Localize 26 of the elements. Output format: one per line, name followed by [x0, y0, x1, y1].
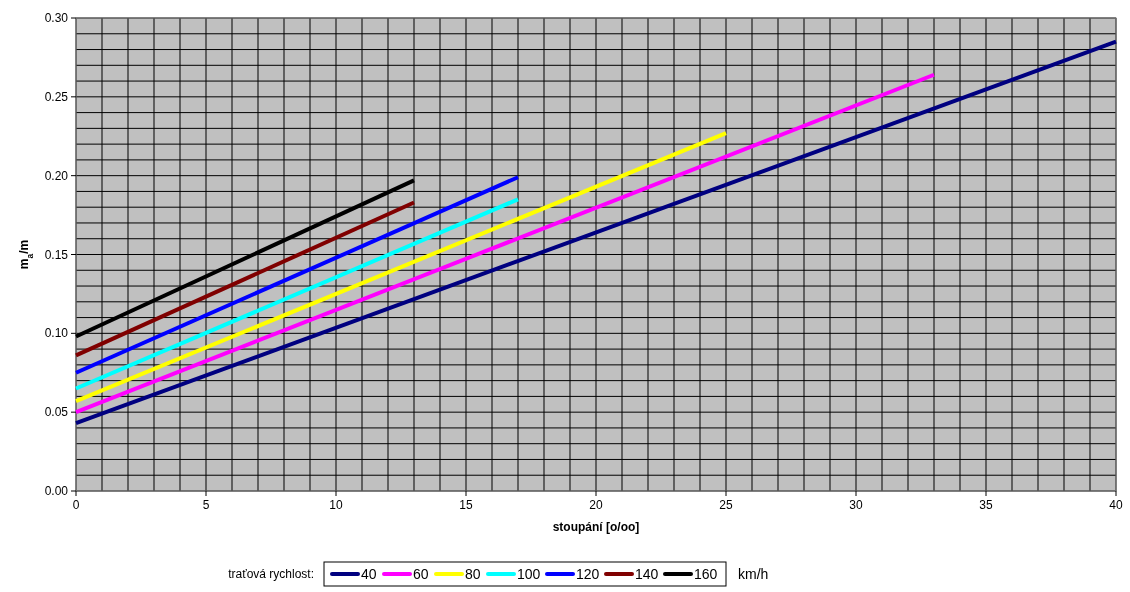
x-tick-label: 30 [849, 498, 863, 512]
legend-label: 160 [694, 566, 718, 582]
x-tick-label: 20 [589, 498, 603, 512]
y-tick-label: 0.25 [44, 89, 69, 104]
legend-label: 40 [361, 566, 377, 582]
y-tick-label: 0.20 [44, 168, 69, 183]
legend-label: 100 [517, 566, 541, 582]
y-tick-label: 0.05 [44, 405, 69, 420]
legend-label: 140 [635, 566, 659, 582]
y-tick-label: 0.30 [44, 11, 69, 25]
legend-label: 60 [413, 566, 429, 582]
x-tick-label: 40 [1109, 498, 1123, 512]
y-tick-label: 0.00 [44, 484, 69, 498]
x-axis-title: stoupání [o/oo] [552, 520, 640, 534]
y-tick-label: 0.15 [44, 247, 69, 262]
x-tick-label: 10 [329, 498, 343, 512]
legend-label: 120 [576, 566, 600, 582]
text: km/h [738, 566, 769, 582]
x-tick-label: 35 [979, 498, 993, 512]
x-tick-label: 0 [72, 498, 80, 512]
x-tick-label: 25 [719, 498, 733, 512]
y-tick-label: 0.10 [44, 326, 69, 341]
x-tick-label: 15 [459, 498, 473, 512]
legend-label: 80 [465, 566, 481, 582]
legend-title: traťová rychlost: [228, 567, 314, 581]
x-tick-label: 5 [202, 498, 210, 512]
